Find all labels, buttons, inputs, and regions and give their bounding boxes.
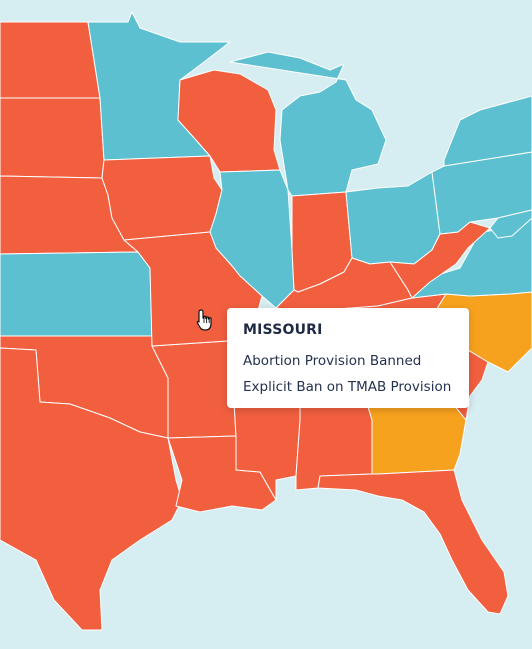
state-wisconsin[interactable]: [177, 69, 281, 173]
state-maryland[interactable]: [489, 209, 532, 239]
tooltip-state-name: MISSOURI: [243, 322, 323, 338]
state-texas[interactable]: [0, 347, 183, 631]
state-iowa[interactable]: [101, 155, 223, 241]
tooltip-line-1: Abortion Provision Banned: [243, 353, 422, 369]
state-tooltip: MISSOURI Abortion Provision Banned Expli…: [227, 308, 469, 408]
hand-pointer-icon: [196, 309, 212, 331]
state-florida[interactable]: [317, 469, 509, 615]
state-virginia[interactable]: [411, 217, 532, 299]
state-kansas[interactable]: [0, 251, 153, 337]
state-north-dakota[interactable]: [0, 21, 101, 99]
state-south-dakota[interactable]: [0, 97, 105, 179]
tooltip-line-2: Explicit Ban on TMAB Provision: [243, 379, 452, 395]
state-michigan[interactable]: [229, 51, 387, 197]
state-new-york[interactable]: [443, 95, 532, 167]
